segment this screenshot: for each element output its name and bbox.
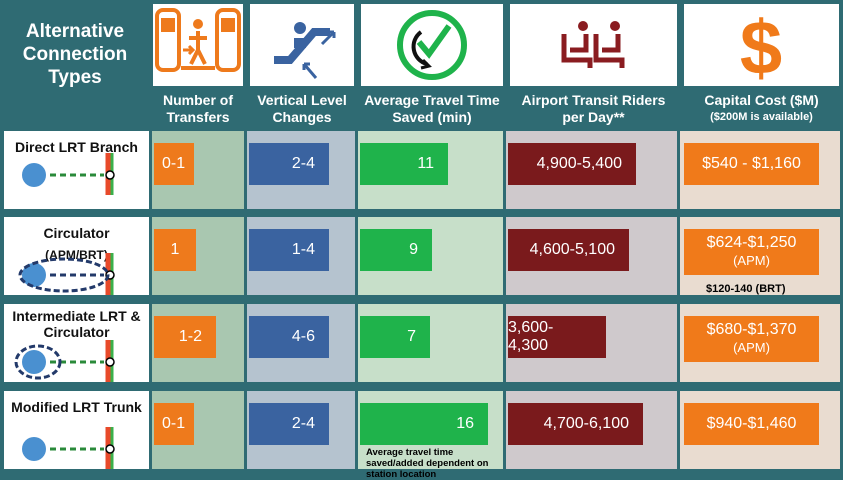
svg-text:$: $ [740, 6, 782, 86]
row-label: Modified LRT Trunk [4, 391, 149, 469]
riders-bar: 4,700-6,100 [508, 403, 643, 445]
col-header-transfers: Number of Transfers [163, 92, 233, 125]
transfer-icon [153, 4, 243, 86]
dollar-icon: $ [684, 4, 839, 91]
col-header-cost: Capital Cost ($M) ($200M is available) [684, 92, 839, 126]
cost-subvalue: (APM) [733, 253, 770, 268]
cost-extra-note: $120-140 (BRT) [706, 283, 786, 295]
chart-title: Alternative Connection Types [22, 21, 128, 88]
transfers-bar: 1-2 [154, 316, 216, 358]
vertical-bar: 2-4 [249, 143, 329, 185]
cost-subvalue: (APM) [733, 340, 770, 355]
row-name: Circulator [43, 225, 110, 241]
cost-value: $624-$1,250 [706, 234, 797, 251]
cost-box: $540 - $1,160 [684, 143, 819, 185]
transfers-bar: 0-1 [154, 403, 194, 445]
route-diagram-icon [22, 427, 115, 469]
seats-icon [510, 4, 677, 86]
row-label: Direct LRT Branch [4, 131, 149, 209]
riders-bar: 4,900-5,400 [508, 143, 636, 185]
transfers-bar: 1 [154, 229, 196, 271]
time-bar: 9 [360, 229, 432, 271]
vertical-bar: 4-6 [249, 316, 329, 358]
cost-value: $940-$1,460 [706, 415, 797, 432]
time-bar: 16 [360, 403, 488, 445]
col-header-time: Average Travel Time Saved (min) [364, 92, 500, 125]
route-diagram-icon [18, 253, 115, 295]
cost-value: $680-$1,370 [706, 321, 797, 338]
col-header-cost-label: Capital Cost ($M) [704, 92, 819, 108]
route-diagram-icon [22, 153, 115, 195]
vertical-bar: 1-4 [249, 229, 329, 271]
clock-check-icon [361, 4, 503, 86]
cost-value: $540 - $1,160 [702, 155, 801, 172]
cost-box: $680-$1,370 (APM) [684, 316, 819, 362]
row-label: Circulator (APM/BRT) [4, 217, 149, 295]
col-header-vertical: Vertical Level Changes [257, 92, 347, 125]
cost-box: $624-$1,250 (APM) [684, 229, 819, 275]
transfers-bar: 0-1 [154, 143, 194, 185]
time-bar: 11 [360, 143, 448, 185]
riders-bar: 3,600-4,300 [508, 316, 606, 358]
col-header-riders: Airport Transit Riders per Day** [521, 92, 666, 125]
row-name: Direct LRT Branch [15, 139, 138, 155]
row-name: Intermediate LRT & Circulator [12, 308, 141, 340]
row-label: Intermediate LRT & Circulator [4, 304, 149, 382]
time-bar: 7 [360, 316, 430, 358]
vertical-bar: 2-4 [249, 403, 329, 445]
escalator-icon [250, 4, 354, 86]
route-diagram-icon [14, 340, 115, 382]
cost-box: $940-$1,460 [684, 403, 819, 445]
row-name: Modified LRT Trunk [11, 399, 142, 415]
time-note: Average travel time saved/added dependen… [366, 447, 489, 480]
riders-bar: 4,600-5,100 [508, 229, 629, 271]
col-header-cost-sublabel: ($200M is available) [710, 111, 813, 123]
